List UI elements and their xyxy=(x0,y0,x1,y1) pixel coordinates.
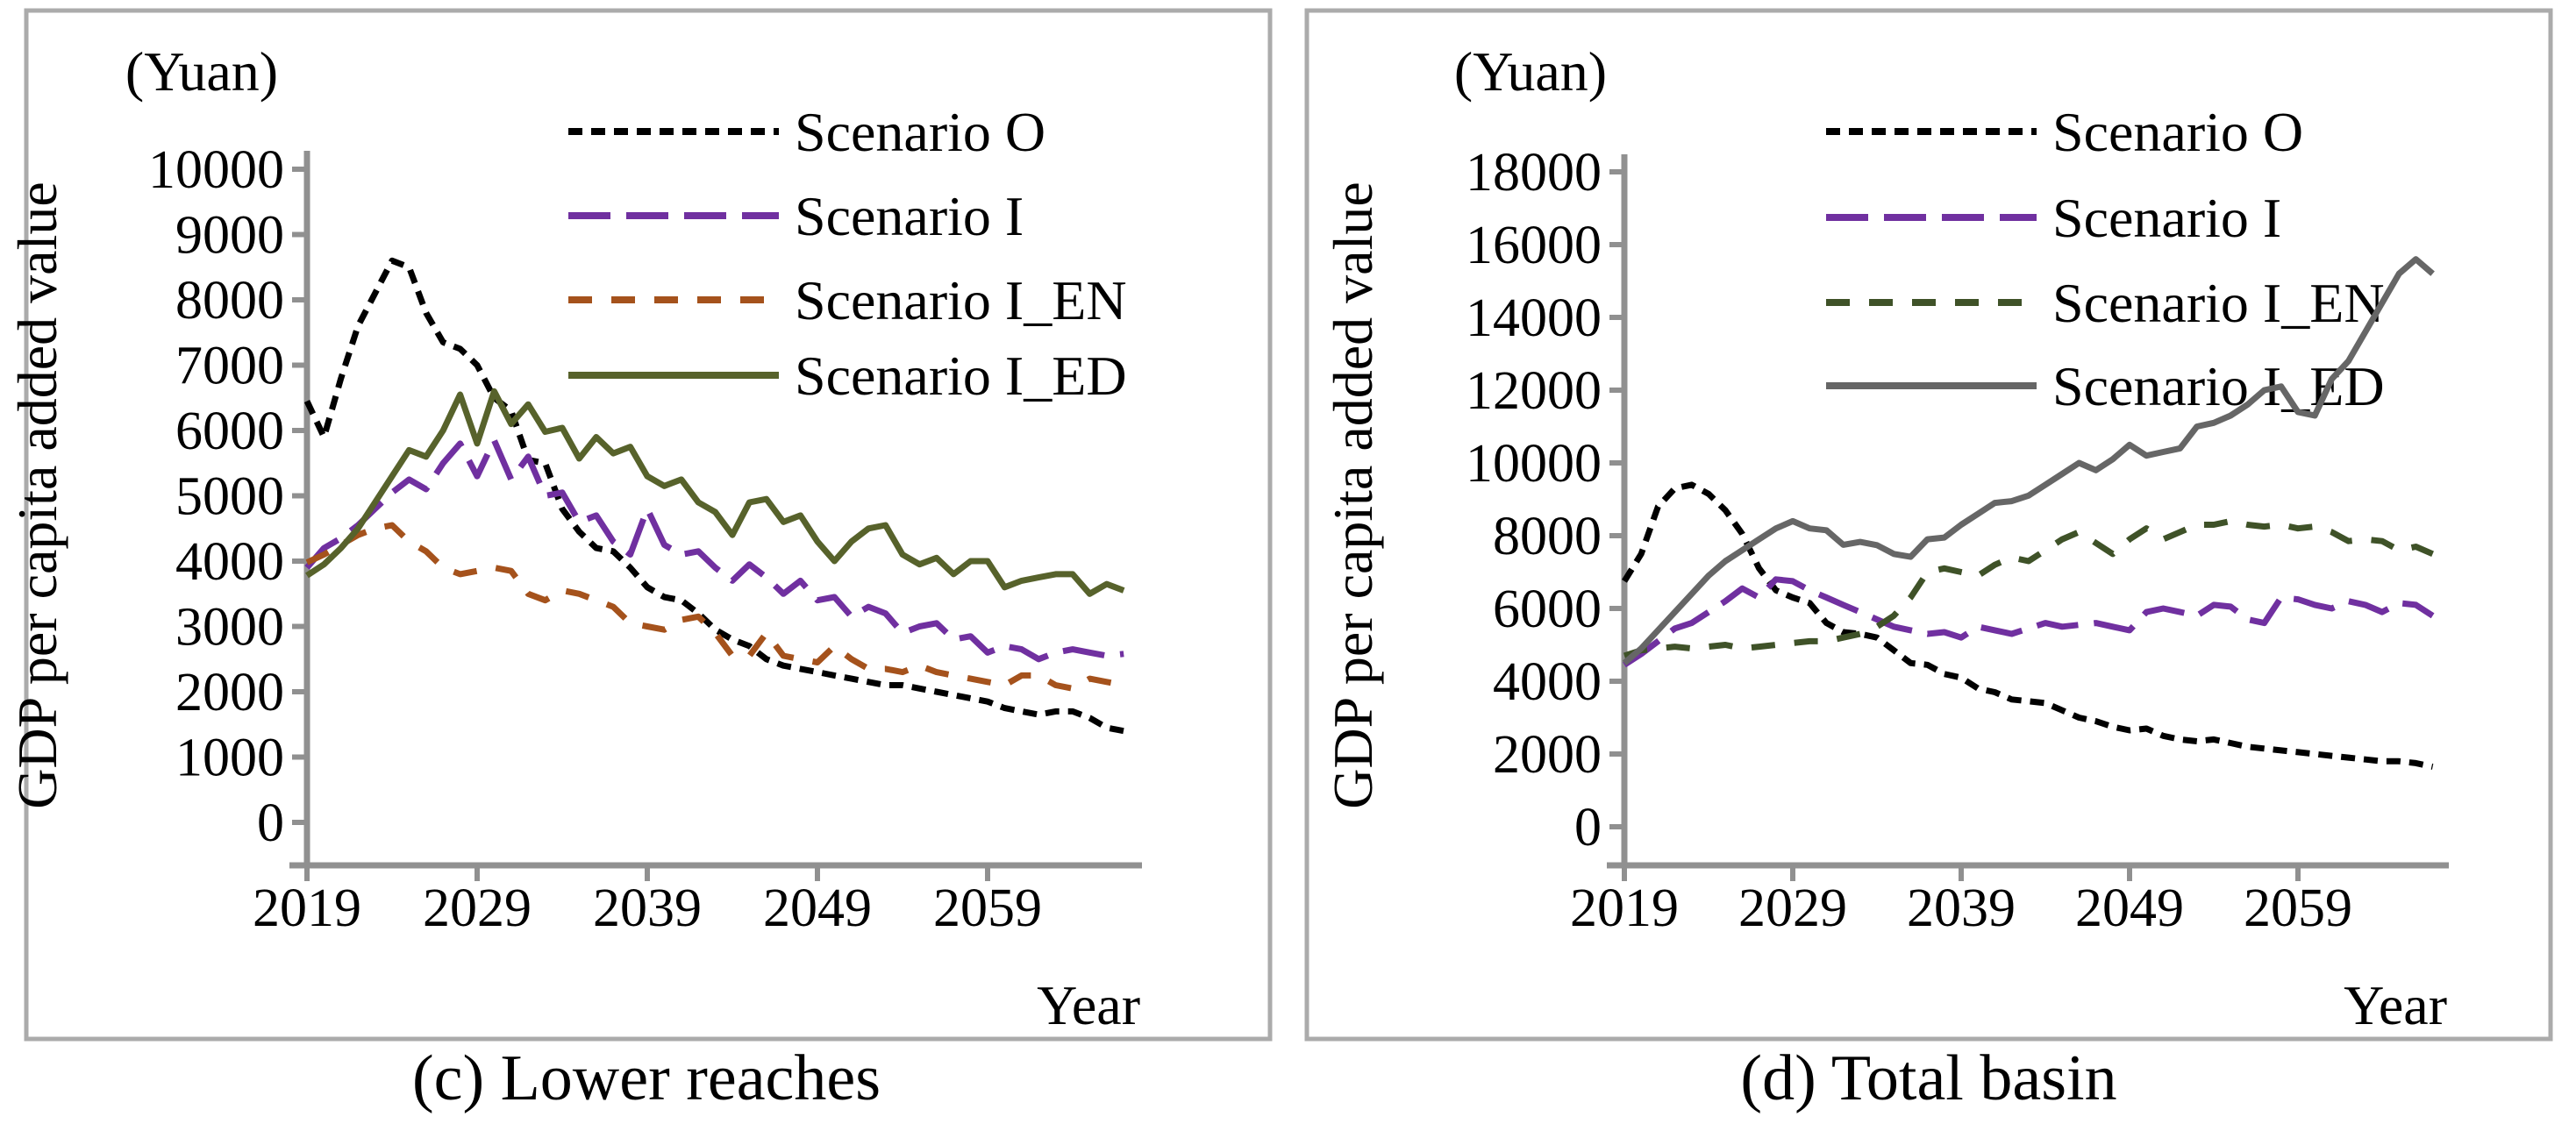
series-line-scenario-o xyxy=(1622,481,2434,770)
y-tick-label: 4000 xyxy=(175,532,284,592)
legend-item: Scenario O xyxy=(568,101,1045,163)
x-tick-label: 2059 xyxy=(933,878,1042,938)
y-tick-label: 10000 xyxy=(148,140,284,200)
legend-label: Scenario I xyxy=(795,185,1024,247)
y-tick-label: 1000 xyxy=(175,729,284,788)
legend-label: Scenario I xyxy=(2052,187,2281,249)
unit-label: (Yuan) xyxy=(1454,40,1607,103)
y-tick-label: 14000 xyxy=(1466,288,1602,348)
y-tick-label: 8000 xyxy=(175,271,284,331)
unit-label: (Yuan) xyxy=(125,40,278,103)
legend-item: Scenario I xyxy=(1826,187,2281,249)
series-line-scenario-i-en xyxy=(1623,517,2434,659)
series-line-scenario-i-ed xyxy=(305,388,1125,597)
y-tick-label: 16000 xyxy=(1466,216,1602,275)
legend-item: Scenario I_EN xyxy=(568,269,1127,331)
x-tick-label: 2059 xyxy=(2244,878,2352,938)
x-tick-label: 2039 xyxy=(593,878,702,938)
x-tick-label: 2019 xyxy=(253,878,361,938)
y-tick-label: 0 xyxy=(257,793,284,853)
y-tick-label: 10000 xyxy=(1466,434,1602,494)
series-line-scenario-o xyxy=(303,257,1124,735)
legend-label: Scenario I_ED xyxy=(795,345,1127,407)
series-line-scenario-i-en xyxy=(305,522,1124,692)
y-tick-label: 3000 xyxy=(175,598,284,658)
y-tick-label: 2000 xyxy=(175,663,284,722)
legend-label: Scenario I_EN xyxy=(795,269,1127,331)
legend-item: Scenario I_ED xyxy=(568,345,1127,407)
panel-caption: (c) Lower reaches xyxy=(412,1042,881,1114)
y-tick-label: 8000 xyxy=(1493,507,1602,566)
panel-caption: (d) Total basin xyxy=(1740,1042,2116,1114)
y-tick-label: 5000 xyxy=(175,467,284,527)
y-tick-label: 0 xyxy=(1574,798,1602,857)
legend-item: Scenario I xyxy=(568,185,1024,247)
y-tick-label: 12000 xyxy=(1466,361,1602,421)
series-line-scenario-i-ed xyxy=(1622,256,2435,665)
x-tick-label: 2039 xyxy=(1907,878,2016,938)
legend-label: Scenario O xyxy=(795,101,1045,163)
x-tick-label: 2029 xyxy=(1738,878,1847,938)
y-tick-label: 6000 xyxy=(1493,580,1602,639)
y-tick-label: 6000 xyxy=(175,402,284,461)
y-tick-label: 4000 xyxy=(1493,652,1602,712)
x-tick-label: 2029 xyxy=(423,878,532,938)
y-axis-title: GDP per capita added value xyxy=(6,181,68,809)
x-tick-label: 2049 xyxy=(2075,878,2184,938)
x-tick-label: 2049 xyxy=(763,878,872,938)
y-tick-label: 9000 xyxy=(175,206,284,266)
y-tick-label: 2000 xyxy=(1493,725,1602,785)
x-tick-label: 2019 xyxy=(1570,878,1679,938)
y-axis-title: GDP per capita added value xyxy=(1322,181,1384,809)
legend-label: Scenario I_ED xyxy=(2052,355,2385,417)
legend-item: Scenario I_EN xyxy=(1826,272,2385,334)
series-line-scenario-i xyxy=(304,437,1124,663)
x-axis-title: Year xyxy=(2344,974,2447,1036)
legend-label: Scenario O xyxy=(2052,101,2303,163)
legend-label: Scenario I_EN xyxy=(2052,272,2385,334)
y-tick-label: 7000 xyxy=(175,337,284,396)
x-axis-title: Year xyxy=(1037,974,1140,1036)
y-tick-label: 18000 xyxy=(1466,143,1602,203)
series-line-scenario-i xyxy=(1623,576,2435,668)
legend-item: Scenario O xyxy=(1826,101,2303,163)
